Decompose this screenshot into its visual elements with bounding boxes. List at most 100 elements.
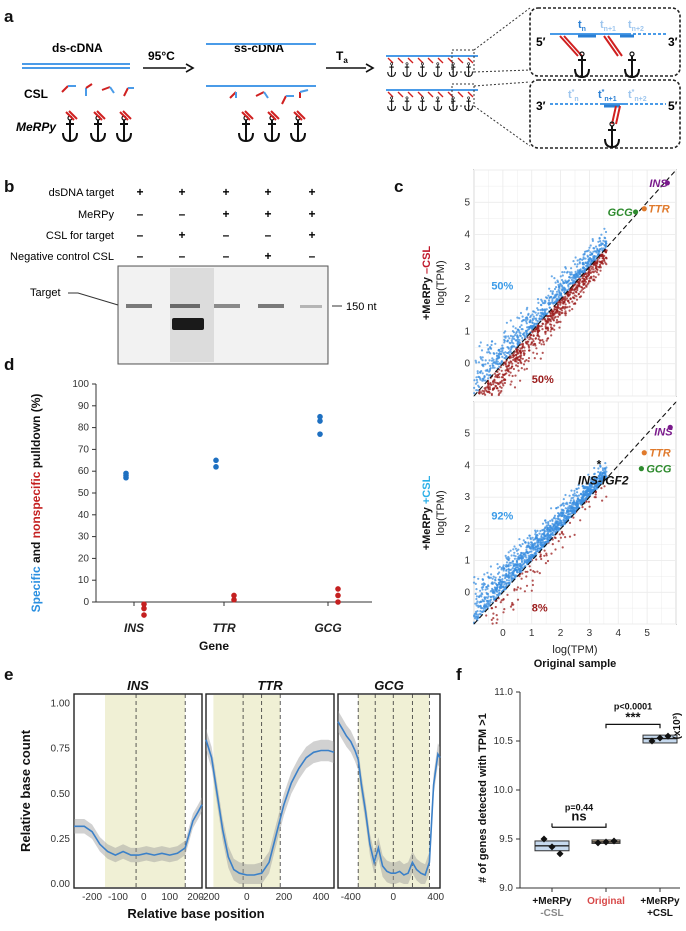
data-point [577,484,580,487]
data-point [504,587,507,591]
data-point [525,330,528,333]
merpy-anchors-middle [238,110,306,142]
data-point [523,368,526,371]
data-point [563,271,566,274]
data-point [537,312,540,315]
data-point [544,320,547,323]
data-point [545,308,548,311]
data-point [602,239,605,242]
data-point [487,390,490,393]
data-point [499,362,502,366]
data-point [518,338,521,342]
data-point [535,545,538,548]
data-point [557,315,560,318]
data-point [588,505,591,508]
mean-line [205,739,335,876]
data-point [582,277,585,280]
data-point [517,351,520,354]
data-point [589,478,593,481]
data-point [486,344,489,347]
y-tick-label: 10.0 [494,785,514,796]
data-point [585,285,588,288]
data-point [537,301,540,304]
data-point [507,346,510,349]
data-point [515,353,518,357]
data-point [501,355,504,358]
data-point [521,357,524,360]
data-point [495,381,498,384]
data-point [485,599,488,602]
data-point [491,362,494,365]
target-pointer [68,292,119,306]
x-axis-label: Relative base position [127,906,264,921]
data-point [526,544,529,548]
data-point [569,291,572,294]
y-tick-label: 80 [78,423,90,434]
data-point [513,551,516,554]
data-point [538,572,541,575]
data-point [576,263,579,266]
x-tick-label: 0 [244,892,250,903]
data-point [548,318,551,321]
data-point [559,294,562,297]
data-point [549,526,552,529]
data-point [490,595,493,599]
condition-part-2: +CSL [421,475,433,504]
data-point [486,571,489,574]
data-point [595,268,598,271]
data-point [507,351,510,355]
data-point [509,360,512,363]
data-point [525,548,528,552]
data-point [539,339,542,342]
data-point [497,356,501,359]
gene-label-ttr: TTR [649,448,670,460]
svg-text:CSL for target: CSL for target [46,230,114,242]
data-point [598,244,601,247]
data-point [512,554,516,557]
data-point [572,501,575,504]
gene-label-ins: INS [654,426,673,438]
data-point [561,300,564,303]
data-point [510,554,513,557]
data-point [564,536,567,539]
data-point [508,557,511,560]
data-point [532,334,535,337]
data-point [492,595,495,598]
merpy-anchors-left [62,110,132,142]
y-tick-label: 60 [78,466,90,477]
gene-label-gcg: GCG [608,207,634,219]
nonspecific-point [141,612,147,618]
size-marker-label: 150 nt [346,301,377,313]
data-point [585,250,588,253]
data-point [573,288,576,291]
data-point [490,607,493,610]
data-point [537,539,541,542]
data-point [579,290,582,293]
data-point [536,550,540,553]
specific-point [213,457,219,464]
data-point [510,356,513,359]
data-point [544,526,547,529]
data-point [556,524,560,527]
data-point [561,305,565,308]
data-point [518,538,521,541]
data-point [583,491,586,494]
data-point [545,524,548,527]
data-point [505,579,508,582]
data-point [512,345,515,348]
data-point [481,372,484,375]
data-point [589,491,592,495]
data-point [538,314,542,317]
y-tick-label: 0.50 [51,789,71,800]
svg-text:t*n+2: t*n+2 [628,89,647,103]
data-point [487,386,490,389]
band-lane-5 [300,305,322,308]
data-point [588,260,591,263]
data-point [534,548,538,551]
data-point [516,316,519,319]
data-point [482,607,485,610]
data-point [575,298,579,301]
data-point [560,288,564,291]
